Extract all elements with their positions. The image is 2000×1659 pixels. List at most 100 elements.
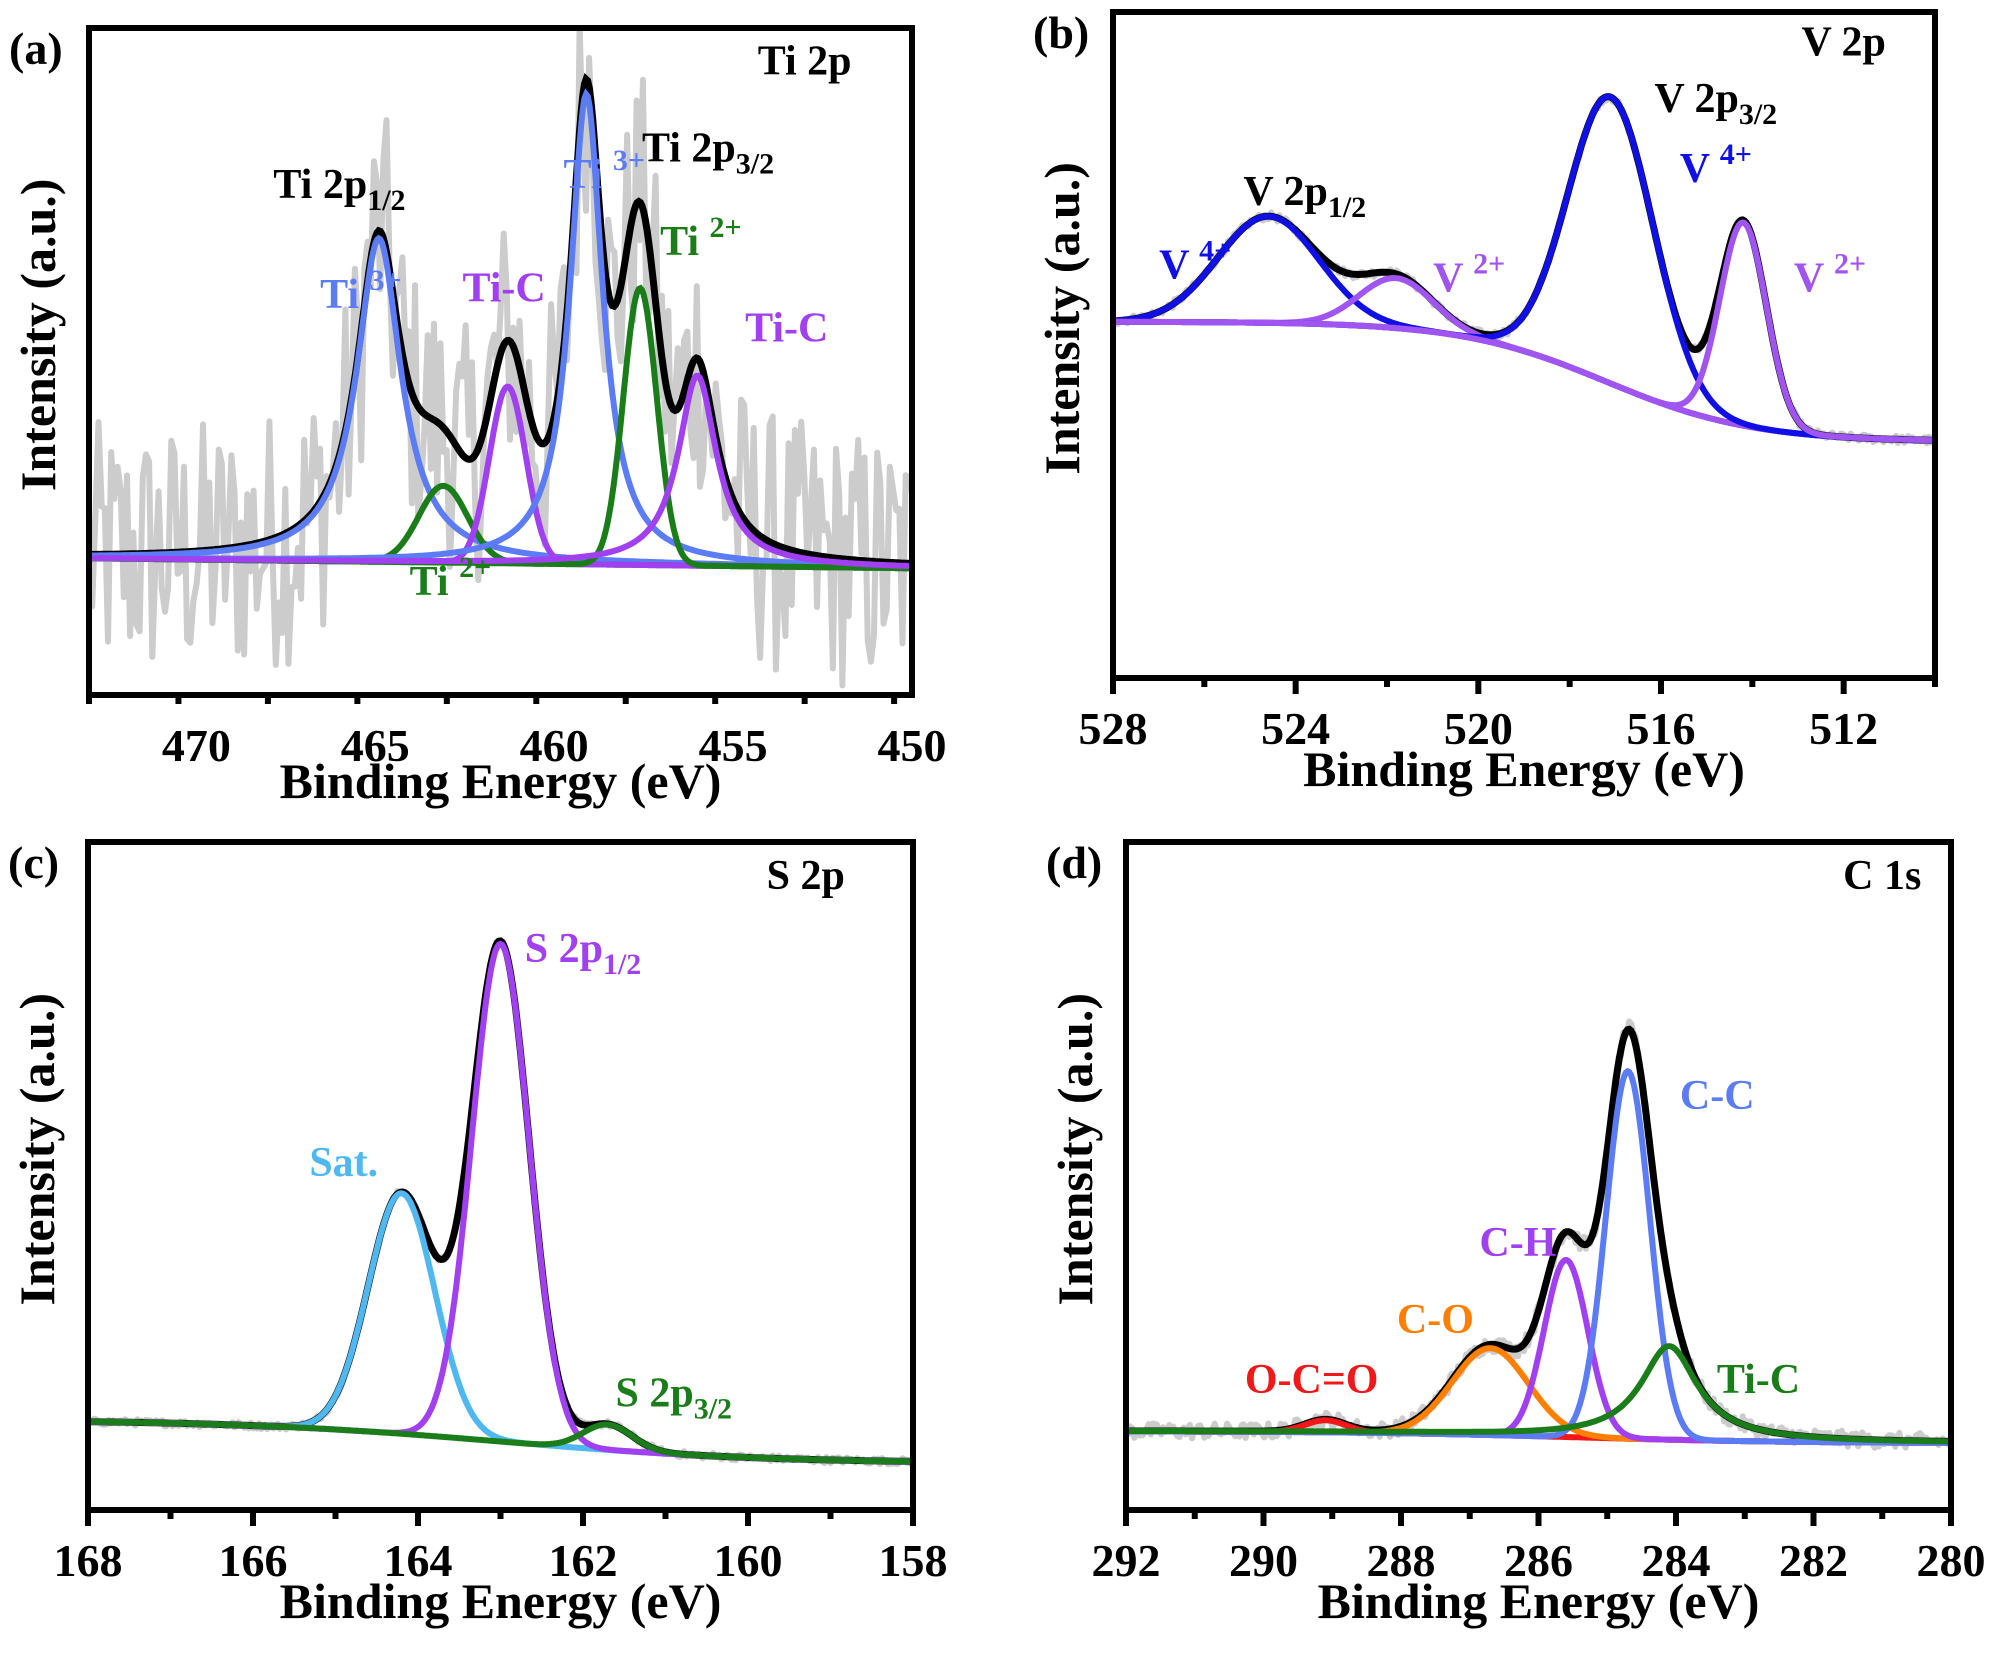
peak-annotation: O-C=O — [1245, 1357, 1379, 1403]
x-tick-label: 450 — [878, 720, 947, 771]
annotation-text: Ti — [410, 559, 459, 605]
component-ti-c — [1126, 1343, 1951, 1445]
annotation-text: Sat. — [309, 1140, 378, 1186]
annotation-superscript: 2+ — [1834, 248, 1866, 281]
peak-annotation: Ti 3+ — [563, 144, 645, 198]
x-tick-label: 512 — [1809, 703, 1878, 754]
peak-annotation: Ti-C — [1717, 1357, 1800, 1403]
x-axis-label: Binding Energy (eV) — [280, 753, 722, 809]
panel-d: 292 290 288 286 284 282 280 Binding Energy (eV)… — [1046, 837, 1986, 1629]
y-axis-label: Intensity (a.u.) — [1034, 162, 1090, 475]
x-tick-label: 290 — [1229, 1535, 1298, 1586]
annotation-text: Ti 2p — [758, 39, 852, 85]
axes-frame — [1110, 9, 1938, 681]
annotation-text: V 2p — [1654, 76, 1738, 122]
peak-annotation: Sat. — [309, 1140, 378, 1186]
peak-annotation: V 4+ — [1159, 234, 1231, 288]
annotation-text: V — [1680, 146, 1720, 192]
annotation-text: C 1s — [1843, 853, 1921, 899]
annotation-superscript: 2+ — [710, 211, 742, 244]
envelope-fit-line — [88, 937, 913, 1465]
peak-annotation: V 2+ — [1433, 248, 1505, 302]
annotation-text: Ti-C — [462, 265, 545, 311]
annotation-text: S 2p — [525, 926, 603, 972]
annotation-subscript: 3/2 — [1739, 98, 1777, 131]
x-tick-label: 516 — [1627, 703, 1696, 754]
y-axis-label: Intensity (a.u.) — [10, 179, 66, 492]
peak-annotation: Ti-C — [462, 265, 545, 311]
annotation-superscript: 2+ — [1473, 248, 1505, 281]
plot-area — [1113, 93, 1935, 447]
annotation-text: V 2p — [1801, 19, 1885, 65]
plot-area — [88, 937, 913, 1468]
peak-annotation: V 2p1/2 — [1243, 169, 1366, 224]
component-c-h — [1126, 1257, 1951, 1446]
annotation-text: C-H — [1479, 1220, 1556, 1266]
component-ti-c-2p3-2- — [89, 372, 912, 570]
annotation-subscript: 1/2 — [367, 184, 405, 217]
x-tick-label: 465 — [341, 720, 410, 771]
annotation-subscript: 3/2 — [694, 1392, 732, 1425]
annotation-superscript: 2+ — [459, 551, 491, 584]
annotation-text: S 2p — [767, 853, 845, 899]
panel-label: (d) — [1046, 837, 1102, 888]
component-v-2-2p1-2- — [1113, 275, 1935, 444]
annotation-subscript: 1/2 — [1328, 191, 1366, 224]
y-axis-label: Intensity (a.u.) — [9, 993, 65, 1306]
x-tick-label: 158 — [879, 1535, 948, 1586]
annotation-subscript: 1/2 — [603, 948, 641, 981]
x-axis-label: Binding Energy (eV) — [1318, 1573, 1760, 1629]
component-s-2p3-2 — [88, 1418, 913, 1465]
x-tick-label: 168 — [54, 1535, 123, 1586]
annotation-text: O-C=O — [1245, 1357, 1379, 1403]
annotation-text: Ti 2p — [642, 125, 736, 171]
x-tick-label: 528 — [1079, 703, 1148, 754]
annotation-text: V 2p — [1243, 169, 1327, 215]
peak-annotation: V 4+ — [1680, 138, 1752, 192]
component-s-2p1-2 — [88, 940, 913, 1465]
peak-annotation: V 2+ — [1794, 248, 1866, 302]
peak-annotation: Ti 2p1/2 — [273, 162, 405, 217]
plot-area — [89, 28, 912, 689]
x-tick-label: 162 — [549, 1535, 618, 1586]
annotation-text: Ti — [563, 152, 612, 198]
annotation-subscript: 3/2 — [736, 147, 774, 180]
annotation-text: Ti — [660, 219, 709, 265]
x-tick-label: 520 — [1444, 703, 1513, 754]
peak-annotation: Ti 2p — [758, 39, 852, 85]
axes-frame — [86, 25, 915, 698]
peak-annotation: S 2p3/2 — [615, 1370, 732, 1425]
component-v-2-2p3-2- — [1113, 219, 1935, 444]
peak-annotation: S 2p — [767, 853, 845, 899]
x-tick-label: 286 — [1504, 1535, 1573, 1586]
raw-data-line — [89, 28, 912, 689]
annotation-text: Ti-C — [1717, 1357, 1800, 1403]
x-tick-label: 166 — [219, 1535, 288, 1586]
peak-annotation: C 1s — [1843, 853, 1921, 899]
x-tick-label: 470 — [162, 720, 231, 771]
peak-annotation: Ti-C — [745, 305, 828, 351]
panel-c: 168 166 164 162 160 158 Binding Energy (eV) Int… — [8, 837, 948, 1629]
x-axis-label: Binding Energy (eV) — [280, 1573, 722, 1629]
x-tick-label: 284 — [1642, 1535, 1711, 1586]
panel-label: (b) — [1033, 7, 1089, 58]
panel-b: 528 524 520 516 512 Binding Energy (eV) Intens… — [1033, 7, 1938, 797]
peak-annotation: Ti 2p3/2 — [642, 125, 774, 180]
x-tick-label: 282 — [1779, 1535, 1848, 1586]
y-axis-label: Intensity (a.u.) — [1047, 993, 1103, 1306]
x-tick-label: 164 — [384, 1535, 453, 1586]
annotation-text: C-C — [1680, 1073, 1755, 1119]
x-tick-label: 160 — [714, 1535, 783, 1586]
peak-annotation: S 2p1/2 — [525, 926, 642, 981]
annotation-text: Ti 2p — [273, 162, 367, 208]
x-tick-label: 280 — [1917, 1535, 1986, 1586]
raw-data-line — [88, 938, 913, 1468]
component-v-4-2p1-2- — [1113, 213, 1935, 444]
annotation-superscript: 3+ — [613, 144, 645, 177]
annotation-text: V — [1159, 242, 1199, 288]
x-axis-label: Binding Energy (eV) — [1303, 741, 1745, 797]
panel-label: (a) — [9, 23, 63, 74]
annotation-superscript: 4+ — [1199, 234, 1231, 267]
x-tick-label: 455 — [699, 720, 768, 771]
